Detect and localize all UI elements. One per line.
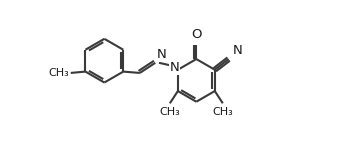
Text: N: N — [170, 61, 179, 74]
Text: N: N — [233, 44, 243, 57]
Text: CH₃: CH₃ — [48, 68, 69, 78]
Text: O: O — [191, 28, 202, 41]
Text: N: N — [157, 48, 166, 61]
Text: CH₃: CH₃ — [212, 107, 233, 117]
Text: CH₃: CH₃ — [160, 107, 180, 117]
